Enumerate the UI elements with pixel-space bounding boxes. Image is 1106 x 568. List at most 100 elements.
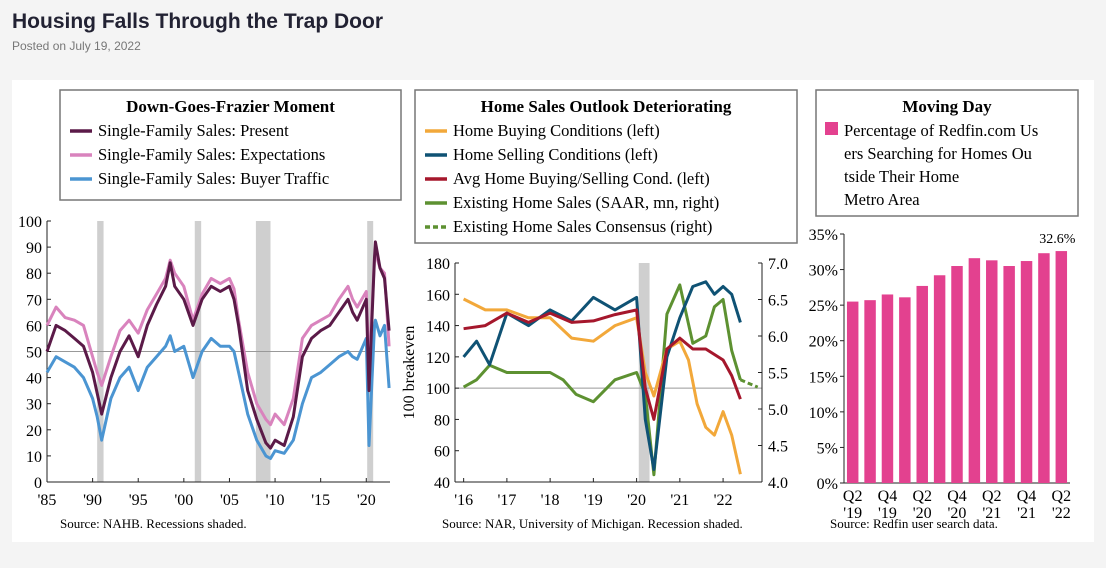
c1-source: Source: NAHB. Recessions shaded. <box>60 516 247 531</box>
c3-bar <box>916 285 928 483</box>
c3-x-tick-label-year: '20 <box>948 505 967 522</box>
c3-x-tick-label: Q4 <box>878 488 898 505</box>
c2-x-tick-label: '19 <box>584 492 603 509</box>
c2-series-4-line <box>462 283 742 477</box>
c2-y-tick-label: 100 <box>426 381 450 398</box>
c2-series-1-line <box>462 297 742 475</box>
c3-x-tick-label-year: '21 <box>1017 505 1036 522</box>
c1-y-tick-label: 20 <box>26 423 42 440</box>
posted-date: Posted on July 19, 2022 <box>12 39 141 53</box>
c1-y-tick-label: 0 <box>34 475 42 492</box>
c3-x-tick-label-year: '20 <box>913 505 932 522</box>
c2-x-tick-label: '21 <box>670 492 689 509</box>
c3-x-tick-label: Q2 <box>1052 488 1072 505</box>
c2-y2-tick-label: 4.0 <box>768 475 788 492</box>
c3-bar <box>846 301 859 483</box>
c3-x-tick-label: Q2 <box>843 488 863 505</box>
chart-card: 0 10 20 30 40 50 60 70 80 90 100 '85 '90 '95 '00 '05 '10… <box>12 80 1094 542</box>
c3-legend-swatch <box>825 122 838 135</box>
c3-bar <box>864 300 876 483</box>
c3-x-tick-label: Q2 <box>982 488 1002 505</box>
c3-x-tick-label-year: '22 <box>1052 505 1071 522</box>
c3-x-tick-label: Q2 <box>912 488 932 505</box>
c1-x-tick-label: '85 <box>38 492 57 509</box>
c2-legend-label: Existing Home Sales (SAAR, mn, right) <box>453 193 719 212</box>
c2-legend-label: Home Selling Conditions (left) <box>453 145 658 164</box>
c1-series-2-line <box>45 250 391 427</box>
c2-x-tick-label: '17 <box>497 492 516 509</box>
c2-source: Source: NAR, University of Michigan. Rec… <box>442 516 743 531</box>
c3-y-tick-label: 20% <box>809 334 838 351</box>
c2-series-5-line <box>739 378 759 389</box>
c1-y-tick-label: 40 <box>26 371 42 388</box>
c3-x-tick-label: Q4 <box>1017 488 1037 505</box>
c3-y-tick-label: 5% <box>817 440 838 457</box>
page-title: Housing Falls Through the Trap Door <box>12 10 383 33</box>
c1-legend-label: Single-Family Sales: Buyer Traffic <box>98 169 329 188</box>
c2-title: Home Sales Outlook Deteriorating <box>481 97 732 116</box>
c2-y-tick-label: 120 <box>426 350 450 367</box>
c3-x-tick-label-year: '19 <box>878 505 897 522</box>
c3-x-tick-label-year: '21 <box>982 505 1001 522</box>
c1-x-tick-label: '90 <box>83 492 102 509</box>
c1-x-tick-label: '15 <box>311 492 330 509</box>
c3-bar <box>986 260 998 483</box>
c2-y-tick-label: 140 <box>426 319 450 336</box>
c1-y-tick-label: 90 <box>26 240 42 257</box>
c2-legend-label: Existing Home Sales Consensus (right) <box>453 217 712 236</box>
c3-source: Source: Redfin user search data. <box>830 516 998 531</box>
c2-y-axis-label: 100 breakeven <box>401 326 418 420</box>
c1-y-tick-label: 60 <box>26 318 42 335</box>
c3-y-tick-label: 10% <box>809 405 838 422</box>
c1-x-tick-label: '00 <box>174 492 193 509</box>
c3-bar <box>933 275 946 483</box>
c2-legend-label: Home Buying Conditions (left) <box>453 121 660 140</box>
c2-y-tick-label: 180 <box>426 256 450 273</box>
c2-y2-tick-label: 6.5 <box>768 293 788 310</box>
c3-bar <box>1055 251 1068 483</box>
c1-x-tick-label: '05 <box>220 492 239 509</box>
c2-y-tick-label: 60 <box>434 444 450 461</box>
c2-y2-tick-label: 6.0 <box>768 329 788 346</box>
c1-y-tick-label: 10 <box>26 449 42 466</box>
c1-legend-label: Single-Family Sales: Present <box>98 121 289 140</box>
c2-x-tick-label: '18 <box>541 492 560 509</box>
c2-y-tick-label: 40 <box>434 475 450 492</box>
c2-legend-label: Avg Home Buying/Selling Cond. (left) <box>453 169 710 188</box>
c3-data-label: 32.6% <box>1039 232 1076 247</box>
figure-svg: 0 10 20 30 40 50 60 70 80 90 100 '85 '90 '95 '00 '05 '10… <box>18 89 1079 531</box>
c1-series-3-line <box>45 318 391 460</box>
c1-series-1-line <box>45 240 391 450</box>
c3-bar <box>1038 253 1050 483</box>
c1-box <box>59 89 402 201</box>
c1-y-tick-label: 80 <box>26 266 42 283</box>
c3-bar <box>1003 266 1015 483</box>
c1-x-tick-label: '10 <box>266 492 285 509</box>
c1-y-tick-label: 100 <box>18 214 42 231</box>
c3-legend-label: Percentage of Redfin.com Us ers Searching… <box>844 121 1038 209</box>
c1-x-tick-label: '95 <box>129 492 148 509</box>
c1-title: Down-Goes-Frazier Moment <box>126 97 335 116</box>
c3-x-tick-label: Q4 <box>947 488 967 505</box>
c3-bar <box>881 294 894 483</box>
c2-x-tick-label: '20 <box>627 492 646 509</box>
c2-x-tick-label: '22 <box>714 492 733 509</box>
c3-y-tick-label: 30% <box>809 263 838 280</box>
c3-box <box>815 89 1079 217</box>
c1-legend-label: Single-Family Sales: Expectations <box>98 145 325 164</box>
c3-bar <box>968 258 981 483</box>
c3-bar <box>899 297 911 483</box>
c3-bar <box>951 266 963 483</box>
c3-bar <box>1020 261 1033 483</box>
c2-y2-tick-label: 4.5 <box>768 439 788 456</box>
c3-title: Moving Day <box>902 97 992 116</box>
c2-y2-tick-label: 5.5 <box>768 366 788 383</box>
c2-series-3-line <box>463 308 742 421</box>
c1-y-tick-label: 70 <box>26 292 42 309</box>
c2-x-tick-label: '16 <box>454 492 473 509</box>
c3-x-tick-label-year: '19 <box>843 505 862 522</box>
c1-y-tick-label: 50 <box>26 345 42 362</box>
c3-y-tick-label: 15% <box>809 369 838 386</box>
c1-y-tick-label: 30 <box>26 397 42 414</box>
c2-y2-tick-label: 5.0 <box>768 402 788 419</box>
